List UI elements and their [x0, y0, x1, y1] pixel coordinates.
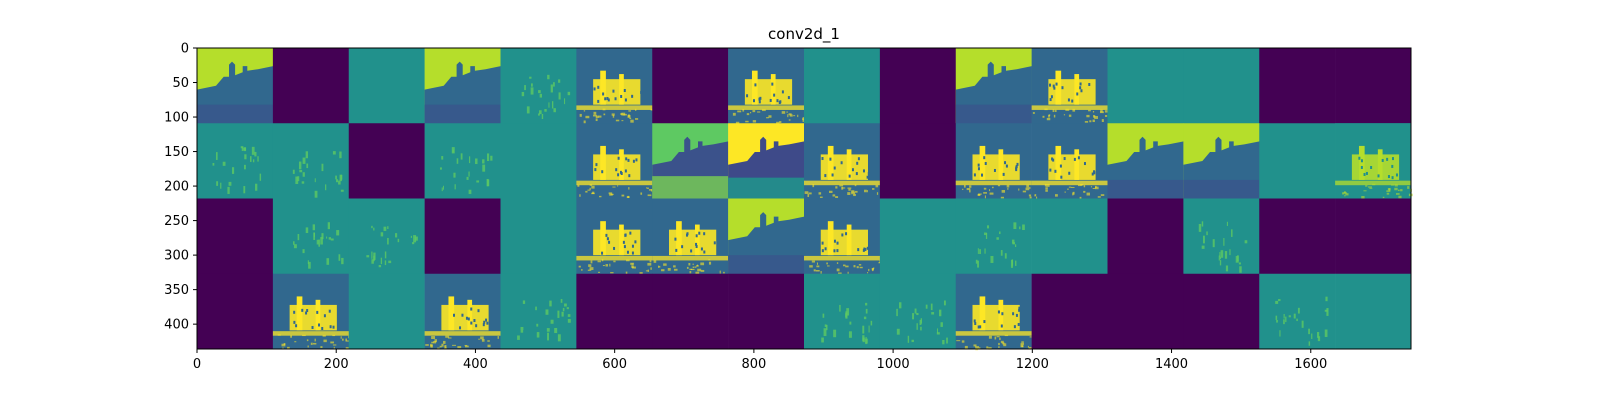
feature-map-tile	[1031, 48, 1108, 124]
feature-map-tile	[576, 198, 653, 275]
x-tick-label: 1600	[1294, 357, 1327, 372]
feature-map-tile	[1031, 123, 1108, 199]
feature-map-tile	[804, 48, 881, 124]
feature-map-tile	[728, 198, 805, 275]
feature-map-tile	[272, 273, 350, 350]
feature-map-tile	[1259, 123, 1336, 199]
chart-title: conv2d_1	[768, 25, 840, 44]
feature-map-tile	[576, 123, 653, 199]
feature-map-tile	[197, 48, 274, 124]
feature-map-tile	[348, 198, 425, 275]
feature-map-tile	[197, 273, 274, 350]
feature-map-tile	[576, 48, 653, 124]
feature-map-tile	[272, 123, 350, 199]
feature-map-tile	[1107, 273, 1184, 350]
feature-map-tile	[500, 48, 577, 124]
feature-map-tile	[197, 123, 274, 199]
feature-map-tile	[652, 123, 729, 199]
feature-map-tile	[500, 123, 577, 199]
feature-map-tile	[272, 48, 350, 124]
feature-map-tile	[955, 123, 1034, 199]
feature-map-tile	[879, 198, 957, 275]
x-tick-label: 400	[463, 357, 488, 372]
feature-map-tile	[1107, 123, 1184, 199]
x-tick-label: 1000	[877, 357, 910, 372]
y-tick-label: 0	[181, 42, 189, 57]
feature-map-tile	[1183, 273, 1260, 350]
feature-map-tile	[272, 198, 350, 275]
feature-map-tile	[804, 273, 881, 350]
feature-map-tile	[1335, 273, 1412, 350]
feature-map-tile	[652, 273, 729, 350]
x-tick-label: 200	[324, 357, 349, 372]
x-tick-label: 800	[741, 357, 766, 372]
heatmap-tiles	[197, 48, 1413, 351]
y-tick-label: 400	[164, 318, 189, 333]
feature-map-tile	[1107, 48, 1184, 124]
feature-map-tile	[1107, 198, 1184, 275]
feature-map-tile	[424, 273, 501, 350]
feature-map-tile	[728, 273, 805, 350]
feature-map-tile	[1183, 198, 1260, 275]
feature-map-tile	[500, 198, 577, 275]
x-tick-label: 1200	[1016, 357, 1049, 372]
feature-map-tile	[1259, 48, 1336, 124]
feature-map-tile	[879, 48, 957, 124]
y-tick-label: 50	[172, 76, 189, 91]
feature-map-tile	[424, 198, 501, 275]
feature-map-tile	[348, 273, 425, 350]
feature-map-tile	[1259, 198, 1336, 275]
x-tick-label: 0	[193, 357, 201, 372]
feature-map-tile	[1335, 48, 1412, 124]
feature-map-tile	[1031, 198, 1108, 275]
feature-map-tile	[1259, 273, 1336, 350]
y-tick-label: 150	[164, 145, 189, 160]
feature-map-tile	[576, 273, 653, 350]
y-tick-label: 100	[164, 111, 189, 126]
feature-map-tile	[652, 198, 729, 275]
feature-map-tile	[500, 273, 577, 350]
plot-frame	[196, 47, 1412, 350]
feature-map-tile	[1183, 48, 1260, 124]
feature-map-tile	[955, 273, 1034, 351]
feature-map-tile	[424, 123, 501, 199]
feature-map-tile	[879, 273, 957, 350]
feature-map-tile	[424, 48, 501, 124]
y-tick-label: 200	[164, 180, 189, 195]
feature-map-tile	[1335, 123, 1413, 199]
feature-map-tile	[728, 48, 806, 125]
y-tick-label: 350	[164, 283, 189, 298]
y-axis: 0 50 100 150 200 250 300 350 400	[164, 42, 197, 333]
x-tick-label: 1400	[1155, 357, 1188, 372]
y-tick-label: 250	[164, 214, 189, 229]
feature-map-tile	[348, 123, 425, 199]
feature-map-tile	[652, 48, 729, 124]
x-axis: 0 200 400 600 800 1000 1200 1400 1600	[193, 349, 1327, 372]
feature-map-tile	[1031, 273, 1108, 350]
feature-map-tile	[348, 48, 425, 124]
feature-map-tile	[1335, 198, 1412, 275]
feature-map-tile	[804, 198, 882, 275]
feature-map-tile	[804, 123, 881, 199]
feature-map-tile	[1183, 123, 1260, 199]
y-tick-label: 300	[164, 249, 189, 264]
feature-map-tile	[955, 198, 1032, 275]
feature-map-tile	[728, 123, 805, 199]
feature-map-tile	[197, 198, 274, 275]
x-tick-label: 600	[602, 357, 627, 372]
feature-map-tile	[955, 48, 1032, 124]
feature-map-tile	[879, 123, 957, 199]
